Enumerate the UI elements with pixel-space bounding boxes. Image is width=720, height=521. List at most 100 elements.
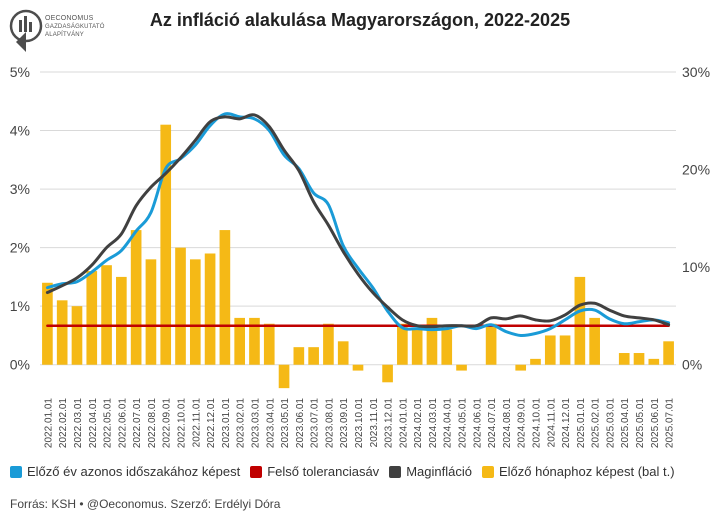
x-tick-label: 2025.02.01 [591, 398, 602, 448]
chart-title: Az infláció alakulása Magyarországon, 20… [149, 10, 571, 30]
bar [101, 265, 112, 365]
x-tick-label: 2024.06.01 [472, 398, 483, 448]
logo-line-3: ALAPÍTVÁNY [45, 32, 85, 38]
x-tick-label: 2025.01.01 [576, 398, 587, 448]
bar [337, 341, 349, 365]
legend: Előző év azonos időszakához képest Felső… [10, 464, 715, 479]
series-line-core [45, 113, 671, 329]
bar [663, 341, 674, 365]
bar [175, 247, 186, 365]
legend-swatch-tolerance [250, 465, 263, 478]
x-tick-label: 2022.03.01 [73, 398, 84, 448]
x-tick-label: 2022.02.01 [58, 398, 69, 448]
bar [86, 271, 98, 365]
x-tick-label: 2025.04.01 [620, 398, 631, 448]
bar [411, 329, 423, 365]
x-tick-label: 2025.03.01 [605, 398, 616, 448]
x-tick-label: 2022.01.01 [43, 398, 54, 448]
legend-item-tolerance: Felső toleranciasáv [250, 464, 379, 479]
x-tick-label: 2023.05.01 [280, 398, 291, 448]
bar [293, 347, 305, 365]
bar [589, 317, 600, 365]
legend-swatch-core [389, 465, 402, 478]
bar [397, 323, 408, 365]
right-tick-label: 10% [682, 259, 710, 275]
bar [352, 364, 364, 371]
legend-label-tolerance: Felső toleranciasáv [267, 464, 380, 479]
bar [130, 230, 142, 365]
x-tick-label: 2023.08.01 [324, 398, 335, 448]
x-tick-label: 2025.07.01 [665, 398, 676, 448]
bar [648, 358, 660, 365]
bar [618, 353, 630, 365]
bar [530, 358, 541, 365]
x-tick-label: 2023.10.01 [354, 398, 365, 448]
bar [234, 317, 245, 365]
bar [382, 364, 393, 383]
logo-line-1: OECONOMUS [45, 15, 94, 22]
bar [42, 282, 53, 365]
source-note: Forrás: KSH • @Oeconomus. Szerző: Erdély… [10, 497, 281, 511]
x-tick-label: 2024.04.01 [443, 398, 454, 448]
x-tick-label: 2023.07.01 [310, 398, 321, 448]
legend-label-yoy: Előző év azonos időszakához képest [27, 464, 241, 479]
bar [574, 276, 586, 365]
legend-item-core: Maginfláció [389, 464, 472, 479]
bar [219, 230, 231, 365]
bar [323, 323, 334, 365]
x-tick-label: 2023.02.01 [236, 398, 247, 448]
bar [160, 124, 172, 365]
x-tick-label: 2022.07.01 [132, 398, 143, 448]
x-tick-label: 2024.05.01 [458, 398, 469, 448]
x-tick-label: 2024.07.01 [487, 398, 498, 448]
left-tick-label: 0% [10, 357, 30, 373]
bar [544, 335, 556, 365]
left-tick-label: 1% [10, 298, 30, 314]
legend-label-mom: Előző hónaphoz képest (bal t.) [498, 464, 675, 479]
right-tick-label: 30% [682, 64, 710, 80]
bar [441, 329, 453, 365]
x-tick-label: 2023.06.01 [295, 398, 306, 448]
x-tick-label: 2024.10.01 [531, 398, 542, 448]
x-tick-label: 2022.04.01 [88, 398, 99, 448]
legend-item-yoy: Előző év azonos időszakához képest [10, 464, 240, 479]
bar [278, 364, 290, 389]
x-tick-label: 2023.12.01 [384, 398, 395, 448]
legend-swatch-mom [481, 465, 494, 478]
legend-swatch-yoy [10, 465, 22, 478]
x-tick-label: 2023.03.01 [250, 398, 261, 448]
left-tick-label: 2% [10, 240, 30, 256]
x-tick-label: 2022.09.01 [162, 398, 173, 448]
x-tick-label: 2023.09.01 [339, 398, 350, 448]
bar [515, 364, 527, 371]
left-tick-label: 5% [10, 64, 30, 80]
x-tick-label: 2024.09.01 [517, 398, 528, 448]
bar [426, 317, 438, 365]
x-tick-label: 2025.05.01 [635, 398, 646, 448]
bar [71, 306, 83, 365]
left-tick-label: 3% [10, 181, 30, 197]
series-line-yoy [45, 112, 671, 338]
bar [456, 364, 467, 371]
oeconomus-logo: OECONOMUS GAZDASÁGKUTATÓ ALAPÍTVÁNY [8, 8, 118, 54]
bar [559, 335, 571, 365]
x-tick-label: 2022.10.01 [177, 398, 188, 448]
right-tick-label: 20% [682, 162, 710, 178]
legend-label-core: Maginfláció [406, 464, 472, 479]
bar [263, 323, 275, 365]
bar [189, 259, 201, 365]
x-tick-label: 2024.08.01 [502, 398, 513, 448]
legend-item-mom: Előző hónaphoz képest (bal t.) [481, 464, 675, 479]
x-tick-label: 2022.08.01 [147, 398, 158, 448]
bar [116, 276, 127, 365]
bar [249, 317, 260, 365]
x-tick-label: 2025.06.01 [650, 398, 661, 448]
x-tick-label: 2024.12.01 [561, 398, 572, 448]
bar [485, 323, 497, 365]
logo-line-2: GAZDASÁGKUTATÓ [45, 24, 105, 30]
logo-icon [9, 9, 43, 52]
bar [145, 259, 157, 365]
x-tick-label: 2024.01.01 [398, 398, 409, 448]
x-tick-label: 2023.04.01 [265, 398, 276, 448]
x-tick-label: 2024.03.01 [428, 398, 439, 448]
